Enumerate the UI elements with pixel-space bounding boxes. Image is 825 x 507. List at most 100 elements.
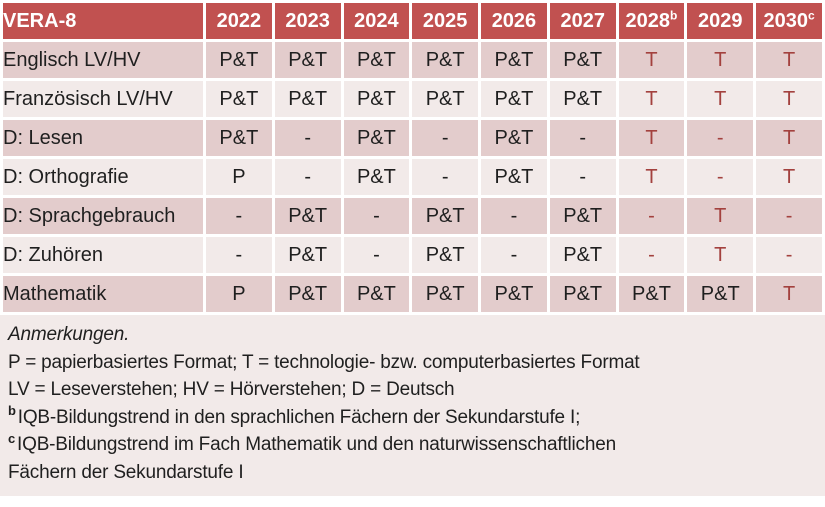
value-cell: P&T [412,237,479,273]
value-cell: - [343,198,410,234]
value-cell: P&T [274,237,341,273]
year-header-2027: 2027 [549,3,616,39]
value-cell: P&T [274,276,341,312]
value-cell: P&T [481,159,547,195]
table-row: Mathematik P P&T P&T P&T P&T P&T P&T P&T T [3,276,822,312]
value-cell: P&T [274,42,341,78]
footnote-marker-b: b [8,403,16,419]
value-cell: P [206,159,272,195]
value-cell: P&T [343,42,410,78]
value-cell: P&T [481,42,547,78]
value-cell: - [756,198,822,234]
value-cell: T [756,42,822,78]
value-cell: T [756,81,822,117]
table-row: D: Sprachgebrauch - P&T - P&T - P&T - T - [3,198,822,234]
year-header-2023: 2023 [274,3,341,39]
vera8-schedule: VERA-8 2022 2023 2024 2025 2026 2027 2028b 2029 2… [0,3,825,496]
value-cell: P&T [206,120,272,156]
value-cell: P&T [343,276,410,312]
year-header-2024: 2024 [343,3,410,39]
note-line: c IQB-Bildungstrend im Fach Mathematik un… [8,430,616,483]
note-line: LV = Leseverstehen; HV = Hörverstehen; D… [8,379,455,400]
year-header-2029: 2029 [687,3,754,39]
subject-cell: D: Zuhören [3,237,203,273]
value-cell: - [206,198,272,234]
value-cell: P&T [549,237,616,273]
subject-cell: Mathematik [3,276,203,312]
value-cell: P&T [206,42,272,78]
value-cell: T [756,120,822,156]
subject-cell: Englisch LV/HV [3,42,203,78]
value-cell: T [687,198,754,234]
subject-cell: D: Lesen [3,120,203,156]
note-line: P = papierbasiertes Format; T = technolo… [8,351,640,373]
footnote-marker-c: c [8,430,16,446]
value-cell: P&T [412,81,479,117]
value-cell: P&T [412,276,479,312]
value-cell: - [343,237,410,273]
value-cell: T [687,42,754,78]
footnote-marker-b: b [670,8,678,23]
value-cell: P&T [206,81,272,117]
subject-cell: D: Sprachgebrauch [3,198,203,234]
value-cell: T [618,81,685,117]
value-cell: - [549,159,616,195]
value-cell: - [481,237,547,273]
subject-cell: D: Orthografie [3,159,203,195]
value-cell: - [274,120,341,156]
value-cell: P&T [343,81,410,117]
value-cell: P&T [274,198,341,234]
value-cell: P [206,276,272,312]
value-cell: P&T [687,276,754,312]
value-cell: P&T [412,198,479,234]
note-line: Anmerkungen. [8,324,130,345]
year-header-2030: 2030c [756,3,822,39]
value-cell: P&T [274,81,341,117]
value-cell: - [687,120,754,156]
value-cell: T [618,120,685,156]
value-cell: P&T [481,276,547,312]
table-title: VERA-8 [3,3,203,39]
subject-cell: Französisch LV/HV [3,81,203,117]
value-cell: T [687,237,754,273]
note-line: b IQB-Bildungstrend in den sprachlichen F… [8,403,581,428]
value-cell: T [756,276,822,312]
value-cell: - [274,159,341,195]
value-cell: - [412,120,479,156]
table-row: D: Zuhören - P&T - P&T - P&T - T - [3,237,822,273]
value-cell: P&T [481,81,547,117]
value-cell: T [618,159,685,195]
value-cell: - [618,237,685,273]
value-cell: P&T [481,120,547,156]
year-header-2025: 2025 [412,3,479,39]
value-cell: - [412,159,479,195]
value-cell: T [618,42,685,78]
value-cell: - [687,159,754,195]
value-cell: P&T [549,276,616,312]
value-cell: - [618,198,685,234]
table-row: Englisch LV/HV P&T P&T P&T P&T P&T P&T T T T [3,42,822,78]
table-header-row: VERA-8 2022 2023 2024 2025 2026 2027 2028b 2029 2… [3,3,822,39]
value-cell: - [756,237,822,273]
vera8-table: VERA-8 2022 2023 2024 2025 2026 2027 2028b 2029 2… [3,3,822,312]
table-notes: Anmerkungen. P = papierbasiertes Format; … [0,315,825,496]
value-cell: P&T [343,120,410,156]
value-cell: - [481,198,547,234]
footnote-marker-c: c [807,8,815,23]
value-cell: T [756,159,822,195]
year-header-2022: 2022 [206,3,272,39]
value-cell: P&T [343,159,410,195]
table-row: Französisch LV/HV P&T P&T P&T P&T P&T P&T T T T [3,81,822,117]
value-cell: P&T [549,42,616,78]
year-header-2026: 2026 [481,3,547,39]
year-header-2028: 2028b [618,3,685,39]
value-cell: P&T [618,276,685,312]
value-cell: - [206,237,272,273]
value-cell: T [687,81,754,117]
table-row: D: Lesen P&T - P&T - P&T - T - T [3,120,822,156]
value-cell: P&T [549,81,616,117]
table-row: D: Orthografie P - P&T - P&T - T - T [3,159,822,195]
value-cell: P&T [549,198,616,234]
value-cell: - [549,120,616,156]
value-cell: P&T [412,42,479,78]
